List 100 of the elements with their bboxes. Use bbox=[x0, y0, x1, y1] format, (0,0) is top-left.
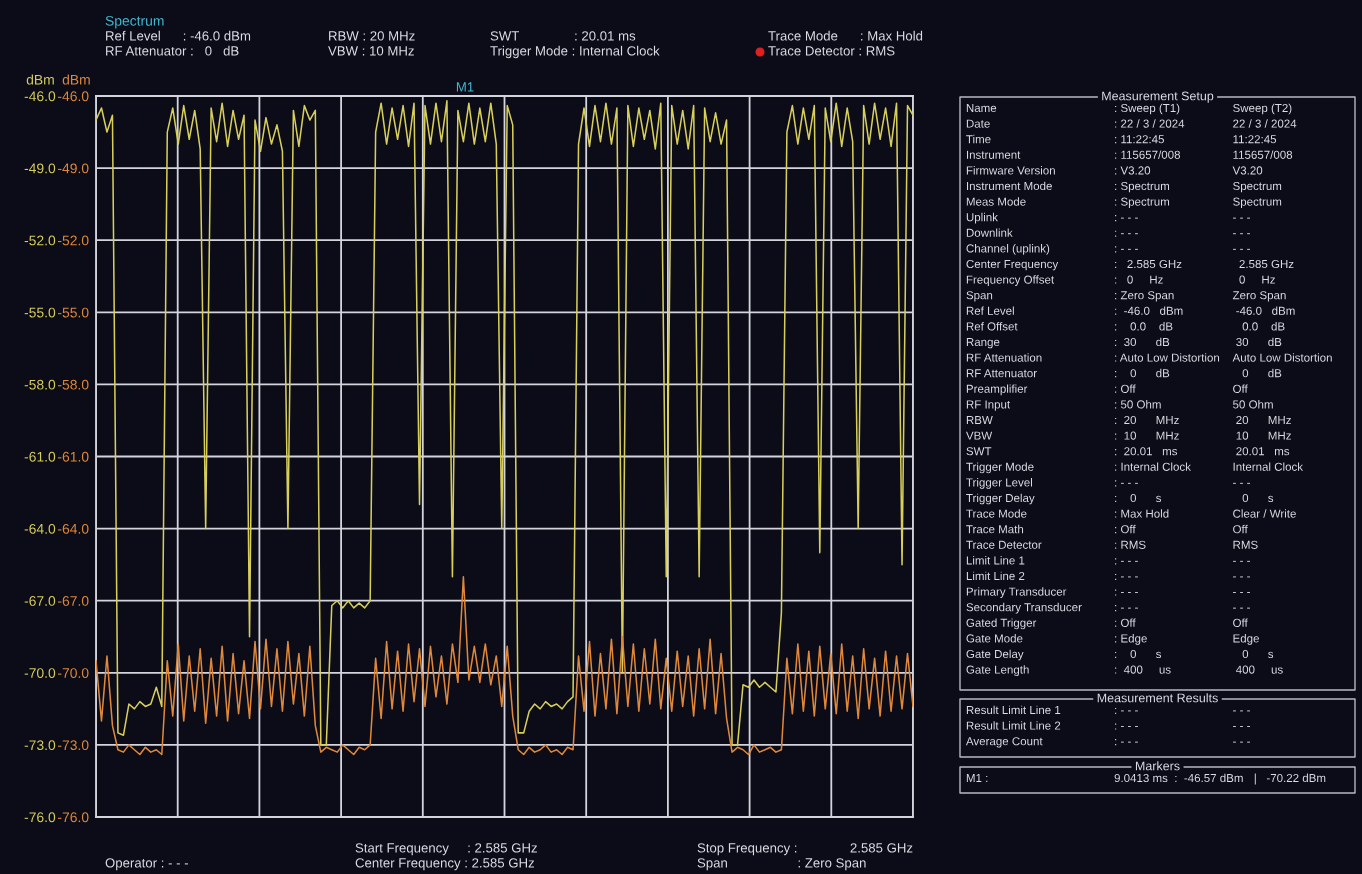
text: : - - - bbox=[1115, 589, 1138, 596]
text: : - - - bbox=[1115, 739, 1138, 746]
text: M1 bbox=[456, 82, 474, 92]
text: Span : Zero Span bbox=[697, 858, 866, 871]
text: : Spectrum bbox=[1115, 181, 1170, 193]
text: Center Frequency bbox=[966, 259, 1059, 271]
text: : - - - bbox=[1115, 246, 1138, 253]
y-tick-label: -70.0 bbox=[24, 668, 56, 678]
text: Uplink bbox=[966, 212, 998, 224]
text: Range bbox=[966, 338, 1000, 349]
y2-axis-title: dBm bbox=[62, 74, 90, 85]
text: Trace Mode bbox=[966, 509, 1027, 518]
text: Gate Delay bbox=[966, 649, 1024, 661]
text: Channel (uplink) bbox=[966, 244, 1050, 255]
line-series bbox=[96, 100, 913, 746]
text: : - - - bbox=[1115, 605, 1138, 612]
text: Result Limit Line 1 bbox=[966, 705, 1061, 715]
text: - - - bbox=[1233, 248, 1250, 250]
text: : 400 us bbox=[1115, 665, 1171, 674]
text: : 0.0 dB bbox=[1115, 322, 1173, 331]
y-tick-label: -67.0 bbox=[24, 596, 56, 606]
text: : - - - bbox=[1115, 480, 1138, 487]
text: Trigger Mode bbox=[966, 462, 1034, 474]
text: Off bbox=[1233, 384, 1248, 393]
y2-tick-label: -55.0 bbox=[58, 307, 89, 318]
text: Spectrum bbox=[1233, 181, 1282, 193]
text: Trace Detector : RMS bbox=[768, 46, 895, 56]
text: Name bbox=[966, 104, 997, 113]
text: M1 : bbox=[966, 774, 988, 782]
text: Secondary Transducer bbox=[966, 602, 1082, 614]
y2-tick-label: -73.0 bbox=[58, 740, 89, 751]
text: Date bbox=[966, 119, 990, 128]
text: Instrument Mode bbox=[966, 181, 1052, 191]
y-tick-label: -58.0 bbox=[24, 379, 56, 390]
text: 9.0413 ms : -46.57 dBm bbox=[1114, 773, 1243, 783]
text: : Auto Low Distortion bbox=[1115, 353, 1220, 362]
y-tick-label: -64.0 bbox=[24, 523, 56, 534]
text: RBW : 20 MHz bbox=[329, 31, 415, 41]
text: 400 us bbox=[1236, 665, 1283, 674]
text: Trigger Delay bbox=[966, 493, 1035, 505]
text: Markers bbox=[1135, 761, 1180, 771]
text: Preamplifier bbox=[966, 384, 1028, 396]
text: Average Count bbox=[965, 737, 1043, 748]
text: : 0 s bbox=[1115, 649, 1162, 659]
text: Measurement Setup bbox=[1102, 91, 1214, 103]
y2-tick-label: -76.0 bbox=[58, 812, 89, 823]
text: - - - bbox=[1233, 482, 1250, 484]
text: : 30 dB bbox=[1115, 337, 1170, 347]
text: -46.0 dBm bbox=[1236, 306, 1295, 315]
y-tick-label: -49.0 bbox=[24, 163, 56, 174]
text: : - - - bbox=[1115, 573, 1138, 580]
text: 0.0 dB bbox=[1242, 322, 1285, 331]
text: 0 s bbox=[1242, 493, 1274, 503]
text: : Spectrum bbox=[1115, 197, 1170, 208]
text: Start Frequency : 2.585 GHz bbox=[355, 843, 537, 856]
text: : Off bbox=[1115, 618, 1136, 627]
text: Firmware Version bbox=[966, 166, 1055, 175]
text: - - - bbox=[1233, 710, 1250, 712]
text: VBW : 10 MHz bbox=[328, 46, 414, 56]
text: Spectrum bbox=[1233, 197, 1282, 208]
text: - - - bbox=[1233, 560, 1250, 562]
text: 22 / 3 / 2024 bbox=[1233, 119, 1297, 128]
text: Meas Mode bbox=[966, 197, 1026, 206]
text: Frequency Offset bbox=[966, 275, 1055, 286]
text: | -70.22 dBm bbox=[1254, 773, 1326, 785]
chart-title: Spectrum bbox=[105, 15, 164, 29]
text: RF Attenuator : 0 dB bbox=[106, 45, 239, 56]
text: 20 MHz bbox=[1236, 415, 1291, 425]
text: Gated Trigger bbox=[966, 618, 1037, 630]
text: : 11:22:45 bbox=[1115, 135, 1164, 144]
text: : Max Hold bbox=[1115, 509, 1169, 518]
text: - - - bbox=[1233, 607, 1250, 609]
text: 0 dB bbox=[1242, 368, 1282, 378]
text: : -46.0 dBm bbox=[1115, 306, 1183, 315]
text: 50 Ohm bbox=[1233, 400, 1273, 409]
text: Instrument bbox=[966, 150, 1021, 159]
text: : 20.01 ms bbox=[1115, 447, 1178, 456]
text: : 10 MHz bbox=[1115, 431, 1179, 440]
text: 11:22:45 bbox=[1233, 135, 1277, 144]
text: : - - - bbox=[1115, 723, 1138, 730]
text: : Off bbox=[1115, 384, 1136, 393]
text: Ref Offset bbox=[966, 322, 1018, 331]
y-tick-label: -52.0 bbox=[24, 235, 56, 246]
text: Limit Line 1 bbox=[966, 556, 1025, 565]
text: Trace Math bbox=[966, 524, 1024, 534]
text: SWT bbox=[966, 447, 992, 456]
text: : 0 Hz bbox=[1115, 275, 1163, 284]
text: Stop Frequency : bbox=[697, 843, 797, 856]
y-tick-label: -55.0 bbox=[24, 307, 56, 318]
text: : V3.20 bbox=[1115, 166, 1151, 175]
text: 2.585 GHz bbox=[850, 843, 913, 853]
text: : 0 s bbox=[1115, 493, 1162, 503]
text: : Zero Span bbox=[1115, 291, 1174, 302]
y2-tick-label: -52.0 bbox=[58, 235, 89, 246]
y-tick-label: -73.0 bbox=[24, 740, 56, 751]
text: 10 MHz bbox=[1236, 431, 1291, 440]
text: - - - bbox=[1233, 592, 1250, 593]
text: Primary Transducer bbox=[966, 587, 1067, 598]
text: Downlink bbox=[966, 228, 1013, 237]
text: Time bbox=[966, 134, 991, 144]
